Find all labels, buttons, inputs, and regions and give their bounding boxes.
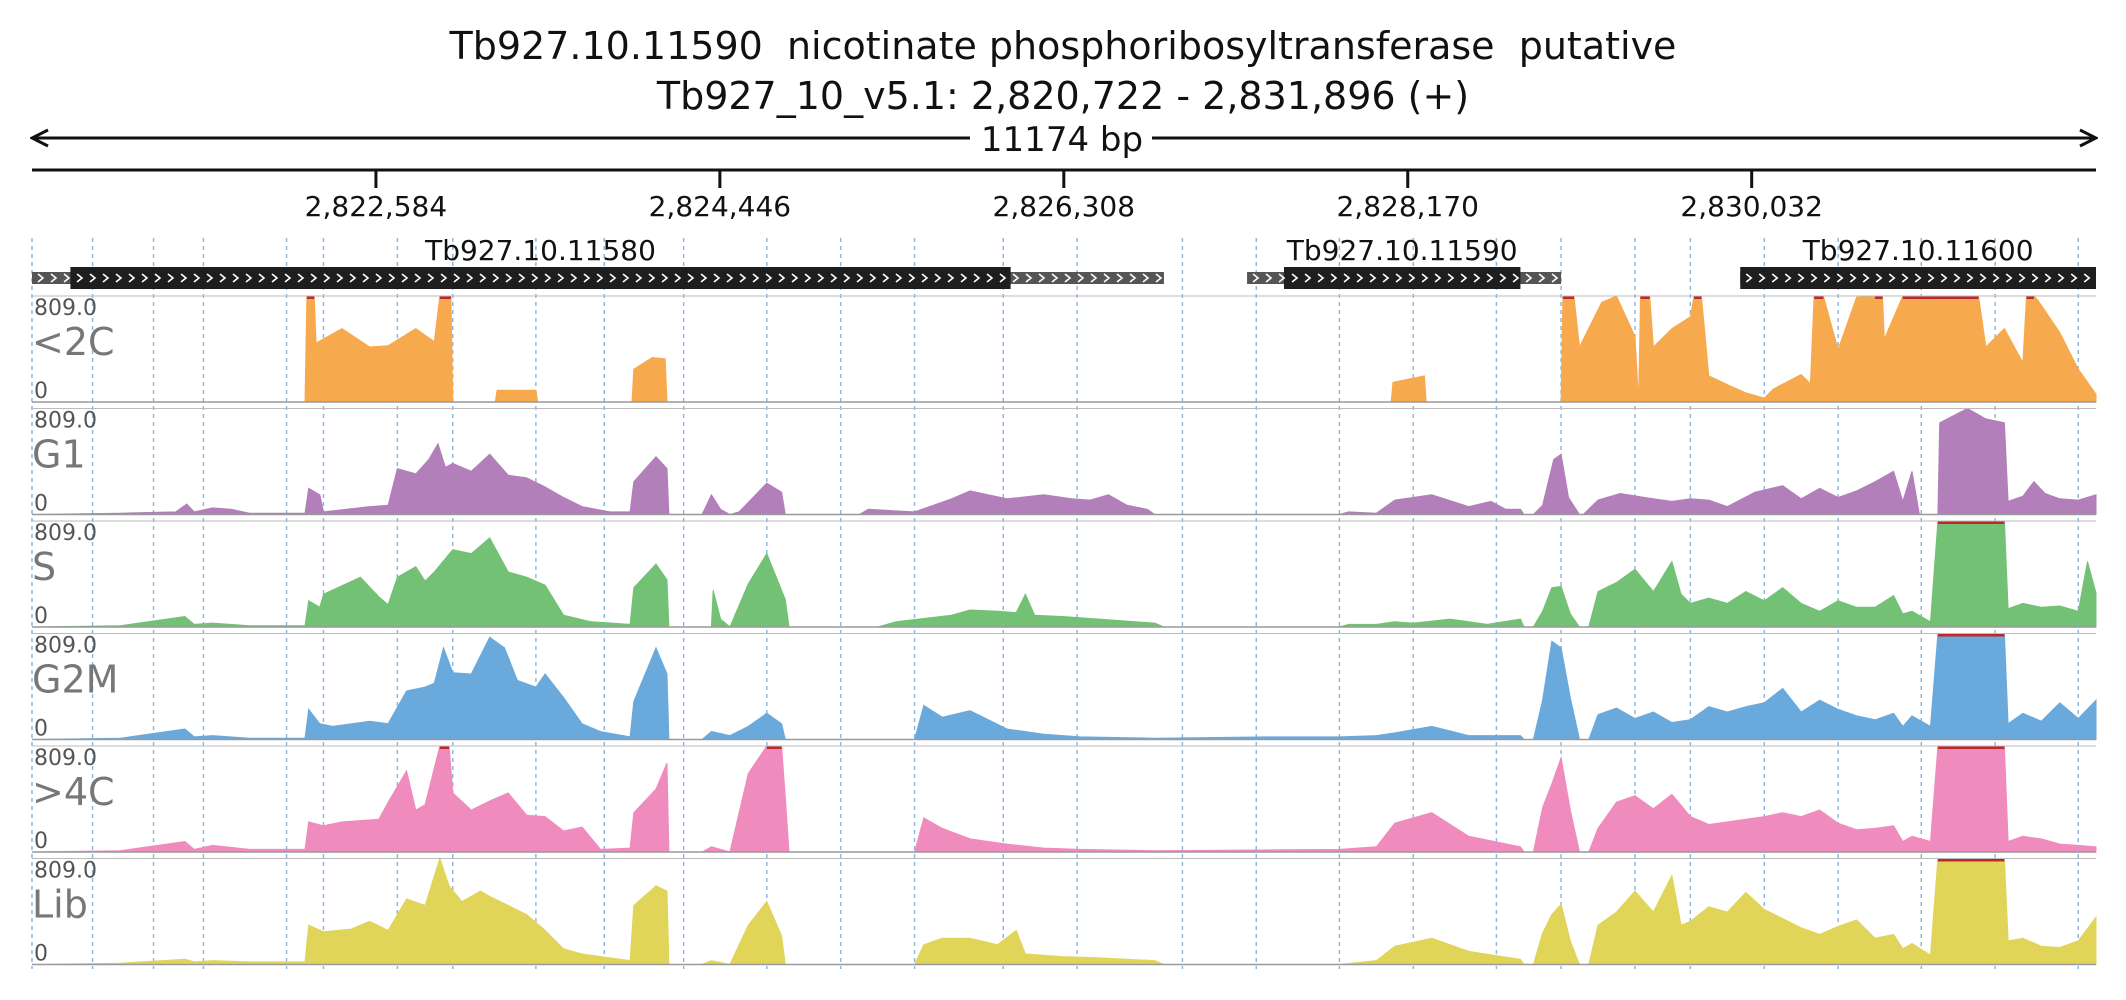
track-name-label: >4C bbox=[32, 770, 115, 814]
coverage-area bbox=[31, 407, 2097, 516]
span-length-label: 11174 bp bbox=[981, 120, 1143, 160]
coverage-area bbox=[31, 856, 2097, 966]
coverage-area bbox=[31, 633, 2097, 740]
gene-label: Tb927.10.11600 bbox=[1802, 234, 2034, 267]
gene-label: Tb927.10.11590 bbox=[1286, 234, 1518, 267]
gene-cds-bar bbox=[70, 267, 1011, 289]
clipped-indicator bbox=[1937, 746, 1968, 749]
x-tick-label: 2,830,032 bbox=[1680, 190, 1823, 223]
track-name-label: G1 bbox=[32, 433, 86, 477]
gene-strand-chevrons bbox=[1252, 273, 1559, 283]
chart-subtitle-region: Tb927_10_v5.1: 2,820,722 - 2,831,896 (+) bbox=[656, 74, 1470, 118]
x-tick-label: 2,822,584 bbox=[305, 190, 448, 223]
x-tick-label: 2,828,170 bbox=[1336, 190, 1479, 223]
clipped-indicator bbox=[1937, 633, 1968, 637]
track-ymin-label: 0 bbox=[34, 829, 48, 854]
x-tick-label: 2,824,446 bbox=[649, 190, 792, 223]
track-ymax-label: 809.0 bbox=[34, 634, 97, 659]
chart-title: Tb927.10.11590 nicotinate phosphoribosyl… bbox=[449, 24, 1677, 68]
track-ymax-label: 809.0 bbox=[34, 859, 97, 884]
clipped-indicator bbox=[1694, 296, 1702, 299]
track-ymin-label: 0 bbox=[34, 492, 48, 517]
clipped-indicator bbox=[306, 296, 315, 299]
coverage-track: 809.0S 0 bbox=[31, 520, 2097, 629]
clipped-indicator bbox=[1967, 633, 2005, 637]
track-ymax-label: 809.0 bbox=[34, 409, 97, 434]
track-ymax-label: 809.0 bbox=[34, 296, 97, 321]
clipped-indicator bbox=[1967, 746, 2005, 749]
gene-strand-chevrons bbox=[1745, 273, 2091, 283]
clipped-indicator bbox=[1902, 296, 1931, 299]
clipped-indicator bbox=[439, 746, 450, 749]
coverage-area bbox=[32, 295, 2097, 403]
coverage-area bbox=[31, 745, 2097, 853]
clipped-indicator bbox=[1967, 858, 2005, 862]
track-name-label: G2M bbox=[32, 658, 118, 702]
coverage-track: 809.0G1 0 bbox=[31, 407, 2097, 517]
clipped-indicator bbox=[1967, 521, 2005, 524]
coverage-tracks: 809.0<2C0809.0G10809.0S0809.0G2M0809.0>4… bbox=[31, 295, 2097, 967]
gene-strand-chevrons bbox=[37, 273, 1163, 283]
track-name-label: S bbox=[32, 545, 56, 589]
coverage-track: 809.0<2C 0 bbox=[32, 295, 2097, 404]
x-tick-label: 2,826,308 bbox=[993, 190, 1136, 223]
track-ymin-label: 0 bbox=[34, 604, 48, 629]
clipped-indicator bbox=[1930, 296, 1968, 299]
track-ymin-label: 0 bbox=[34, 379, 48, 404]
clipped-indicator bbox=[1562, 296, 1574, 299]
gene-label: Tb927.10.11580 bbox=[424, 234, 656, 267]
clipped-indicator bbox=[1814, 296, 1824, 299]
track-name-label: <2C bbox=[32, 320, 115, 364]
clipped-indicator bbox=[1967, 296, 1979, 299]
x-axis-ticks: 2,822,584 2,824,446 2,826,308 2,828,170 2,83… bbox=[305, 170, 1823, 223]
clipped-indicator bbox=[1875, 296, 1883, 299]
track-ymax-label: 809.0 bbox=[34, 746, 97, 771]
track-name-label: Lib bbox=[32, 883, 88, 927]
clipped-indicator bbox=[2026, 296, 2034, 299]
gene-annotation-track: Tb927.10.11580 Tb927.10.11590 Tb927.10.116… bbox=[32, 234, 2096, 289]
coverage-area bbox=[31, 520, 2097, 628]
clipped-indicator bbox=[766, 746, 782, 749]
clipped-indicator bbox=[1937, 521, 1968, 524]
track-ymin-label: 0 bbox=[34, 717, 48, 742]
track-ymin-label: 0 bbox=[34, 942, 48, 967]
clipped-indicator bbox=[439, 296, 451, 299]
clipped-indicator bbox=[1640, 296, 1650, 299]
coverage-track: 809.0>4C 0 bbox=[31, 745, 2097, 854]
clipped-indicator bbox=[1937, 858, 1968, 862]
gene-cds-bar bbox=[1740, 267, 2096, 289]
track-ymax-label: 809.0 bbox=[34, 521, 97, 546]
